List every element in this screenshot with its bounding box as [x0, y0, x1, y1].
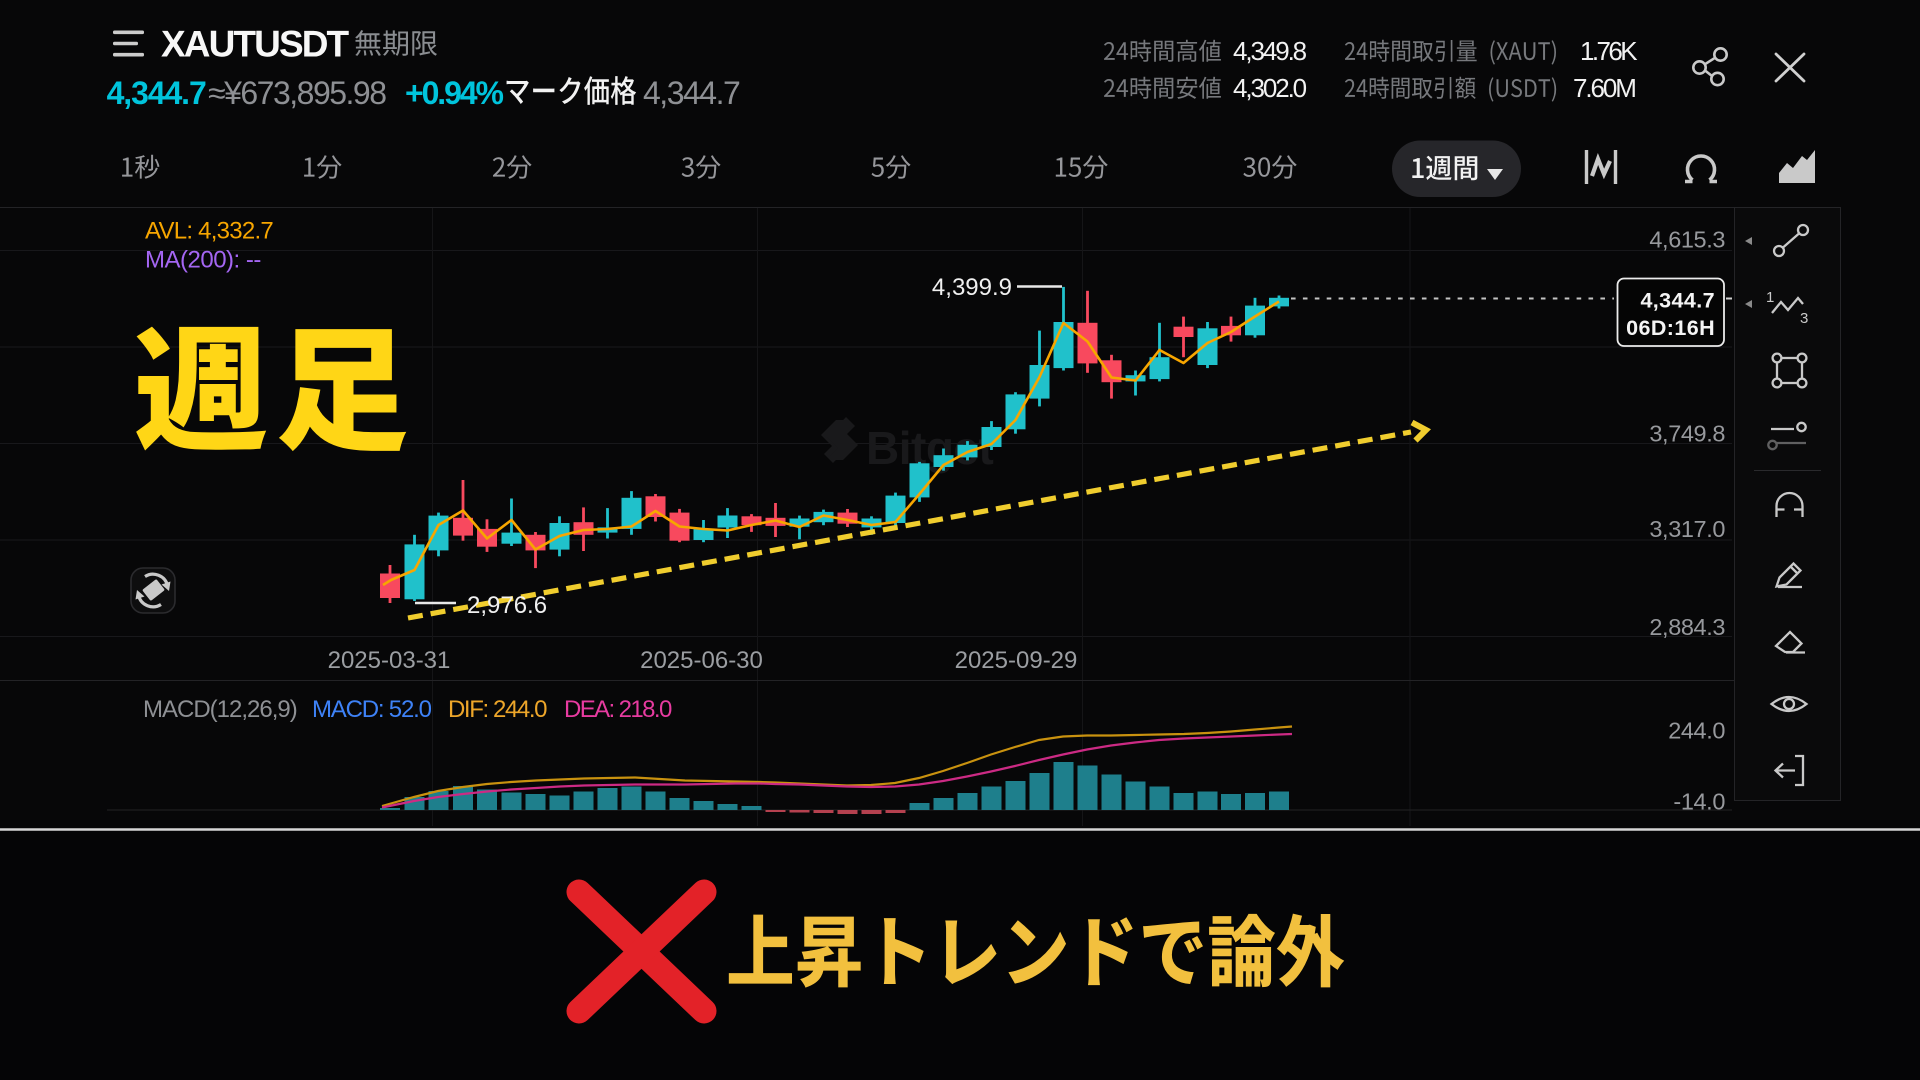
svg-text:+0.94%: +0.94% [405, 75, 503, 111]
svg-text:3,749.8: 3,749.8 [1649, 420, 1725, 446]
svg-text:7.60M: 7.60M [1573, 73, 1635, 103]
svg-text:4,344.7: 4,344.7 [107, 75, 206, 111]
svg-text:MA(200): --: MA(200): -- [145, 247, 261, 274]
svg-text:2025-03-31: 2025-03-31 [328, 647, 451, 674]
svg-text:-14.0: -14.0 [1673, 788, 1725, 814]
svg-text:4,302.0: 4,302.0 [1233, 73, 1307, 103]
svg-text:4,399.9: 4,399.9 [932, 274, 1012, 301]
svg-text:3,317.0: 3,317.0 [1649, 516, 1725, 542]
svg-text:4,615.3: 4,615.3 [1649, 226, 1725, 252]
svg-text:2,884.3: 2,884.3 [1649, 614, 1725, 640]
svg-text:4,344.7: 4,344.7 [643, 75, 740, 111]
svg-text:AVL: 4,332.7: AVL: 4,332.7 [145, 218, 273, 245]
svg-text:XAUTUSDT: XAUTUSDT [161, 24, 350, 65]
svg-text:2025-06-30: 2025-06-30 [640, 647, 763, 674]
svg-text:DEA: 218.0: DEA: 218.0 [564, 696, 672, 723]
svg-text:DIF: 244.0: DIF: 244.0 [448, 696, 547, 723]
svg-text:MACD: 52.0: MACD: 52.0 [312, 696, 432, 723]
svg-text:1: 1 [1766, 289, 1774, 306]
svg-text:2,976.6: 2,976.6 [467, 592, 547, 619]
svg-text:MACD(12,26,9): MACD(12,26,9) [143, 696, 297, 723]
svg-text:2025-09-29: 2025-09-29 [955, 647, 1078, 674]
svg-text:244.0: 244.0 [1668, 717, 1725, 743]
svg-text:1.76K: 1.76K [1580, 36, 1638, 66]
svg-text:3: 3 [1800, 310, 1808, 327]
svg-text:4,344.7: 4,344.7 [1640, 289, 1715, 313]
svg-text:06D:16H: 06D:16H [1626, 316, 1715, 340]
svg-text:≈¥673,895.98: ≈¥673,895.98 [208, 75, 386, 111]
svg-text:4,349.8: 4,349.8 [1233, 36, 1307, 66]
